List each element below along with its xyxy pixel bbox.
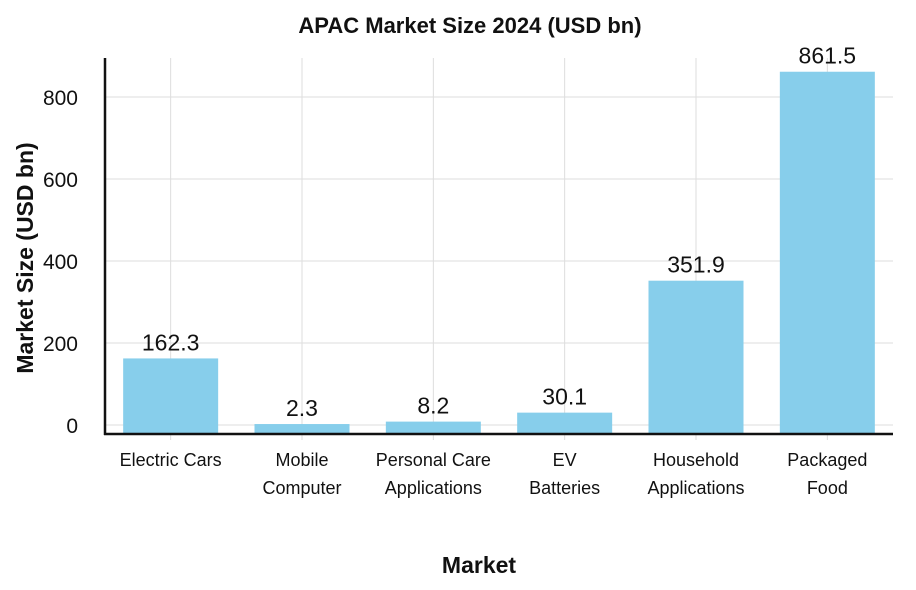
data-label: 351.9 — [667, 252, 725, 278]
y-tick-label: 600 — [43, 169, 78, 192]
data-label: 162.3 — [142, 329, 200, 355]
x-axis-label: Market — [442, 552, 516, 578]
bar — [779, 71, 875, 435]
x-tick-label: Mobile — [275, 450, 328, 470]
y-tick-label: 0 — [66, 415, 78, 438]
x-tick-label: Electric Cars — [120, 450, 222, 470]
x-tick-label: Applications — [647, 478, 744, 498]
bar — [385, 421, 481, 434]
bar — [648, 280, 744, 434]
y-axis-label: Market Size (USD bn) — [12, 142, 38, 373]
chart-title: APAC Market Size 2024 (USD bn) — [298, 13, 641, 38]
x-tick-label: Computer — [262, 478, 341, 498]
x-tick-label: Batteries — [529, 478, 600, 498]
data-label: 8.2 — [417, 393, 449, 419]
bar — [517, 412, 613, 434]
x-tick-label: EV — [553, 450, 577, 470]
data-label: 861.5 — [799, 43, 857, 69]
x-tick-label: Household — [653, 450, 739, 470]
x-tick-label: Applications — [385, 478, 482, 498]
y-tick-label: 200 — [43, 333, 78, 356]
x-tick-label: Packaged — [787, 450, 867, 470]
bar — [123, 358, 219, 434]
y-tick-label: 800 — [43, 87, 78, 110]
data-label: 30.1 — [542, 384, 587, 410]
data-label: 2.3 — [286, 395, 318, 421]
x-tick-label: Personal Care — [376, 450, 491, 470]
x-tick-label: Food — [807, 478, 848, 498]
y-tick-label: 400 — [43, 251, 78, 274]
bar — [254, 424, 350, 434]
